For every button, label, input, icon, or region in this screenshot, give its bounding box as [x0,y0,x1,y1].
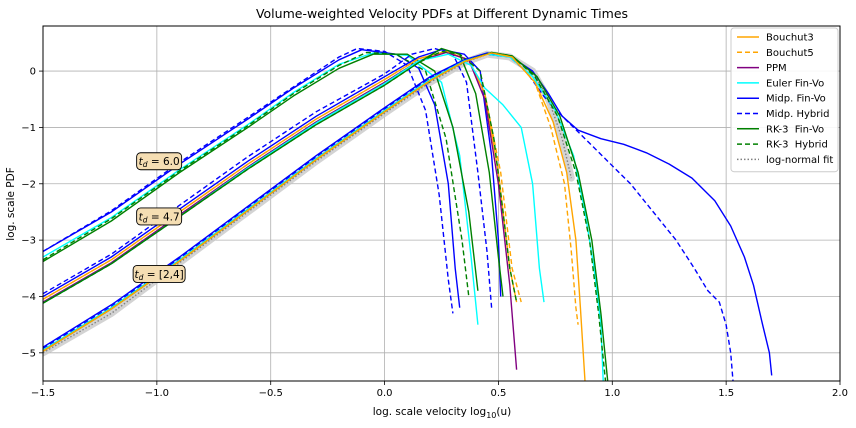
annotation-subscript: d [143,215,148,224]
x-tick-label: 2.0 [832,388,848,399]
y-tick-label: −2 [21,179,36,190]
legend-label: Bouchut5 [766,48,814,59]
annotation-value: = [2,4] [143,269,183,281]
annotation-label: td = 6.0 [139,156,180,169]
annotation-value: = 6.0 [147,156,179,168]
y-axis-label: log. scale PDF [5,167,17,241]
x-tick-label: −0.5 [259,388,283,399]
x-tick-label: 1.0 [604,388,620,399]
legend-label: Midp. Fin-Vo [766,94,826,105]
legend: Bouchut3 Bouchut5 PPM Euler Fin-Vo Midp. Fin… [730,27,839,173]
annotation-subscript: d [139,273,144,282]
chart-title: Volume-weighted Velocity PDFs at Differe… [256,6,628,21]
x-axis-label-subscript: 10 [486,411,496,420]
y-tick-label: 0 [30,67,36,78]
legend-box [730,27,839,173]
curve-rk-3-hybrid-t6.0 [43,51,470,297]
annotation-box [132,264,186,283]
annotation-value: = 4.7 [147,211,179,223]
x-tick-label: 1.5 [718,388,734,399]
legend-label: log-normal fit [766,155,833,166]
annotation-symbol: t [135,269,140,281]
curve-rk-3-hybrid-t4.7 [43,50,518,304]
y-tick-label: −3 [21,236,36,247]
legend-label: Euler Fin-Vo [766,78,824,89]
annotation-label: td = 4.7 [139,211,180,224]
annotation-symbol: t [139,211,144,223]
y-tick-label: −5 [21,348,36,359]
curve-midp-fin-vo-t2-4 [43,52,773,376]
x-axis-label-tail: (u) [496,406,511,418]
curve-bouchut3-t2-4 [43,52,586,381]
x-tick-label: 0.0 [377,388,393,399]
legend-label: RK-3 Fin-Vo [766,124,824,135]
annotation-box [136,207,183,226]
plot-area: −1.5 −1.0 −0.5 0.0 0.5 1.0 1.5 2.0 0 −1 −2 −3 −4 −5 [21,25,848,399]
time-annotations: td = 6.0td = 4.7td = [2,4] [132,152,186,283]
y-tick-label: −4 [21,292,36,303]
x-tick-label: −1.0 [145,388,169,399]
y-tick-label: −1 [21,123,36,134]
annotation-subscript: d [143,160,148,169]
curve-midp-hybrid-t4.7 [43,47,493,308]
curve-midp-hybrid-t2-4 [43,53,734,381]
x-axis-label: log. scale velocity log10(u) [373,406,512,420]
axis-ticks: −1.5 −1.0 −0.5 0.0 0.5 1.0 1.5 2.0 0 −1 −2 −3 −4 −5 [21,67,848,399]
x-axis-label-main: log. scale velocity log [373,406,486,418]
x-tick-label: 0.5 [490,388,506,399]
curve-rk-3-hybrid-t2-4 [43,51,607,381]
curve-rk-3-fin-vo-t6.0 [43,53,479,291]
legend-label: PPM [766,63,787,74]
legend-label: Midp. Hybrid [766,109,829,120]
x-tick-label: −1.5 [31,388,55,399]
plot-frame [42,25,841,382]
legend-label: RK-3 Hybrid [766,140,828,151]
annotation-label: td = [2,4] [135,269,184,282]
legend-label: Bouchut3 [766,33,814,44]
annotation-box [136,152,183,171]
annotation-symbol: t [139,156,144,168]
